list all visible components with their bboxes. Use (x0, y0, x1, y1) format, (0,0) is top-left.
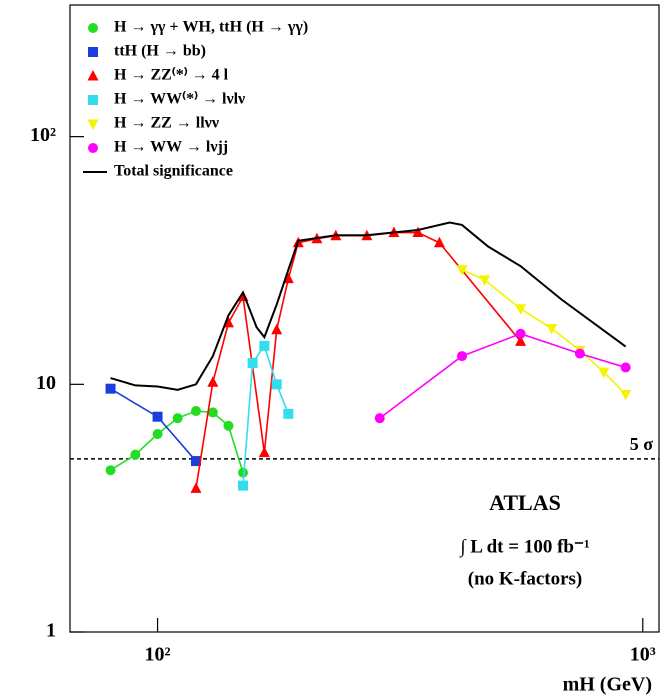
marker (223, 420, 234, 431)
marker (190, 406, 201, 417)
legend-label: ttH (H → bb) (114, 43, 206, 60)
marker (190, 456, 201, 467)
marker (207, 407, 218, 418)
series-line (110, 221, 627, 391)
marker (88, 23, 98, 33)
x-tick-label: 10² (145, 644, 171, 666)
marker (620, 362, 631, 373)
marker (88, 47, 98, 57)
marker (271, 379, 282, 390)
reference-label: 5 σ (630, 434, 654, 454)
marker (515, 304, 527, 315)
marker (238, 480, 249, 491)
marker (172, 413, 183, 424)
marker (515, 335, 527, 346)
annotation: ATLAS (489, 490, 561, 515)
legend-label: Total significance (114, 163, 233, 180)
marker (412, 226, 424, 238)
marker (515, 328, 526, 339)
y-tick-label: 10² (30, 124, 56, 146)
marker (130, 449, 141, 460)
series-line (195, 231, 522, 489)
marker (105, 383, 116, 394)
marker (598, 367, 610, 379)
plot-frame (69, 4, 660, 633)
series-line (110, 388, 197, 462)
series-line (461, 269, 627, 396)
y-tick-label: 10 (36, 372, 56, 394)
marker (152, 411, 163, 422)
marker (87, 70, 99, 81)
x-axis-label: mH (GeV) (563, 674, 652, 696)
marker (105, 465, 116, 476)
marker (456, 351, 467, 362)
marker (620, 389, 632, 401)
marker (374, 413, 385, 424)
y-tick-label: 1 (46, 620, 56, 642)
marker (433, 236, 445, 248)
marker (574, 348, 585, 359)
annotation: ∫ L dt = 100 fb⁻¹ (459, 536, 589, 558)
legend-label: H → WW → lνjj (114, 139, 228, 156)
x-tick-label: 10³ (630, 644, 656, 666)
marker (88, 95, 98, 105)
legend-label: H → ZZ → llνν (114, 115, 219, 132)
marker (479, 275, 491, 286)
annotation: (no K-factors) (468, 568, 583, 589)
legend-label: H → ZZ⁽*⁾ → 4 l (114, 67, 229, 84)
marker (456, 265, 468, 276)
marker (258, 446, 270, 458)
marker (190, 482, 202, 493)
marker (283, 408, 294, 419)
marker (546, 324, 558, 335)
legend-label: H → γγ + WH, ttH (H → γγ) (114, 19, 308, 36)
marker (207, 376, 219, 387)
marker (259, 340, 270, 351)
series-line (379, 332, 626, 419)
legend-label: H → WW⁽*⁾ → lνlν (114, 91, 245, 108)
marker (88, 143, 98, 153)
marker (271, 323, 283, 335)
marker (87, 119, 99, 130)
marker (152, 429, 163, 440)
marker (238, 467, 249, 478)
marker (247, 357, 258, 368)
